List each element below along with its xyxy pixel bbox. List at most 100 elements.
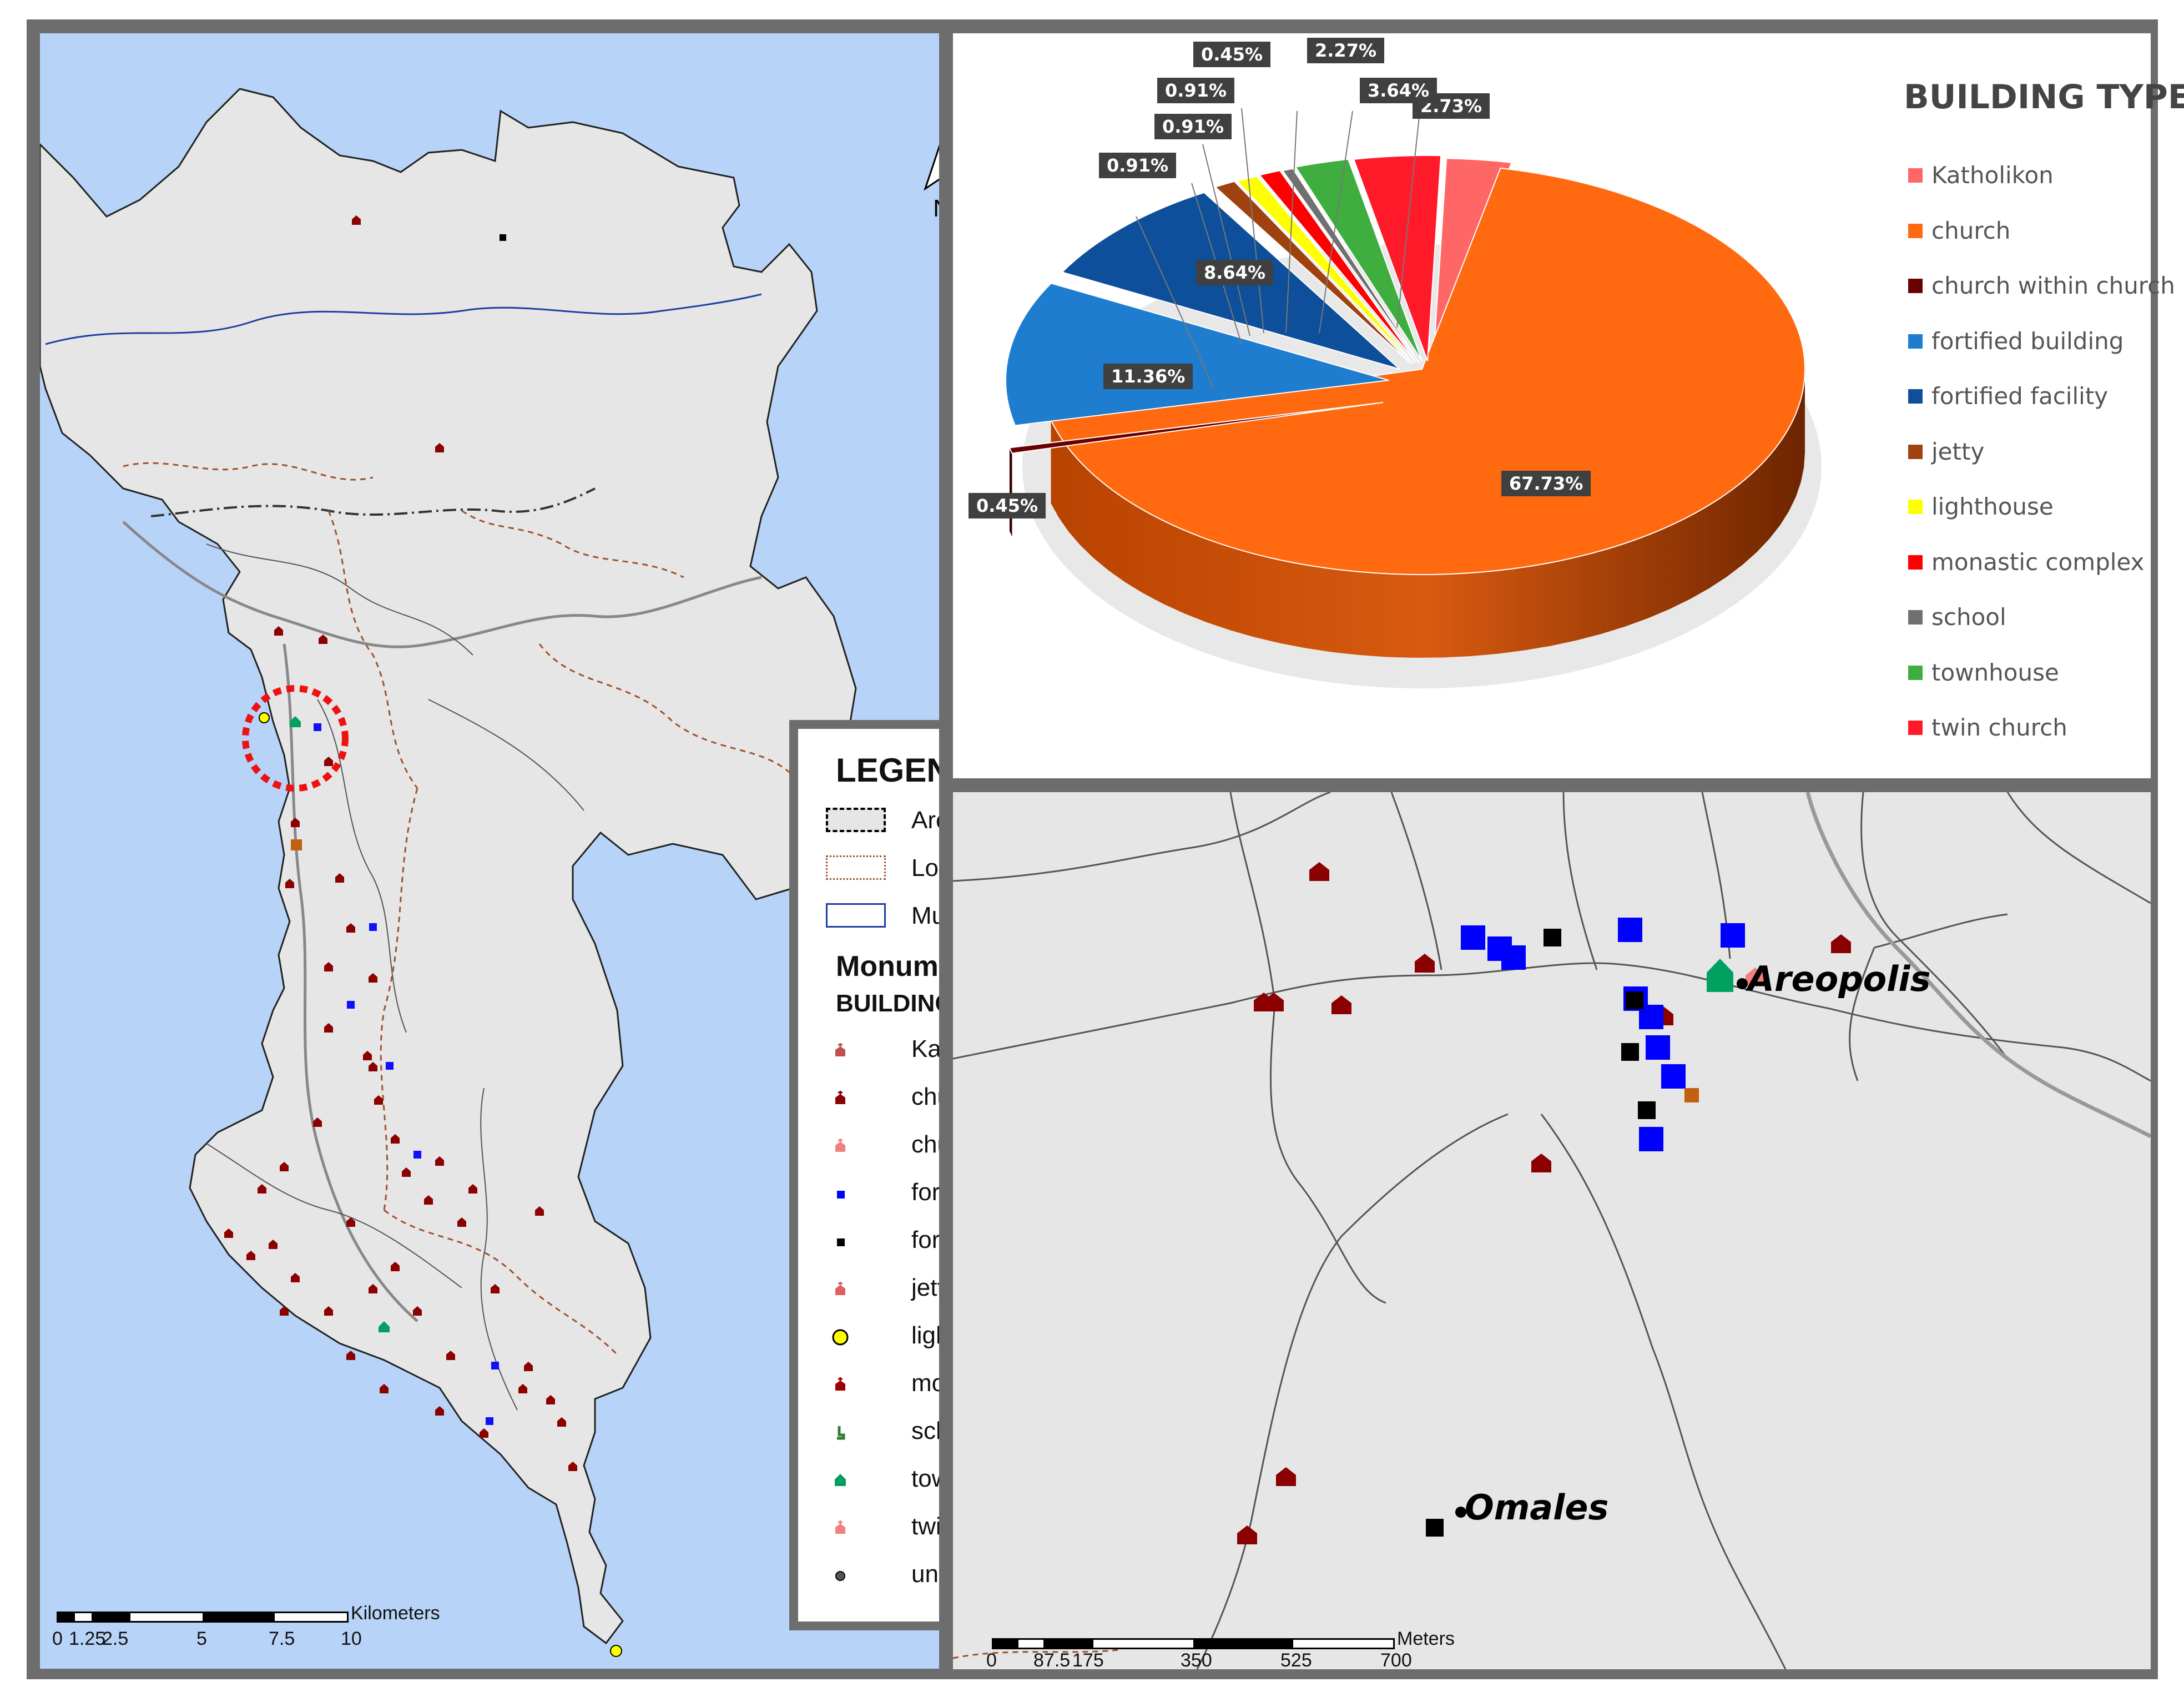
road (1390, 792, 1442, 970)
townhouse-marker (379, 1321, 390, 1332)
legend-row-katholikon: Katholikon (798, 1029, 939, 1073)
pie-slice-side (1051, 369, 1805, 658)
legend-label: Municipal boundaries (911, 902, 939, 929)
twin-church-icon (826, 1514, 888, 1543)
road (2006, 792, 2151, 904)
road (1196, 1113, 1509, 1669)
road (206, 543, 473, 656)
legend-row-lighthouse: lighthouse (798, 1315, 939, 1359)
legend-swatch (1908, 444, 1923, 459)
pie-data-label: 2.27% (1307, 38, 1385, 63)
pie-legend-title: BUILDING TYPE (1904, 78, 2184, 117)
pie-slice-church-within-church (1008, 402, 1384, 454)
legend-label: fortified building (911, 1179, 939, 1206)
inset-scale-bar: Meters (992, 1628, 1480, 1669)
fortified-building-marker (1639, 1127, 1663, 1151)
pie-legend-label: townhouse (1931, 658, 2059, 686)
fortified-facility-icon (826, 1227, 888, 1256)
road (1269, 1003, 1386, 1304)
legend-label: lighthouse (911, 1322, 939, 1349)
legend-row-townhouse: townhouse (798, 1458, 939, 1503)
road (1849, 947, 1875, 1081)
pie-chart-panel: 2.73% 67.73% 0.45% 11.36% 8.64% 0.91% 0.91% 0.9… (953, 33, 2151, 778)
fortified-building-marker (1721, 923, 1745, 948)
legend-row-area-of-study-dashdot: Area of study (798, 800, 939, 844)
church-icon (826, 1084, 888, 1113)
church-marker (1831, 934, 1851, 953)
local-unity-dotted-symbol (826, 855, 888, 884)
church-marker (535, 1206, 544, 1216)
local-unity-boundary (327, 510, 418, 789)
monastic-complex-icon (826, 1371, 888, 1399)
pie-data-label: 67.73% (1501, 471, 1591, 496)
scale-tick: 10 (341, 1628, 362, 1649)
fortified-building-marker (314, 723, 321, 731)
road (206, 1143, 462, 1288)
church-marker (424, 1195, 433, 1205)
scale-tick: 7.5 (269, 1628, 295, 1649)
pie-slice-fortified-building (1005, 283, 1389, 426)
road (428, 699, 584, 811)
scale-tick: 1.25 (69, 1628, 106, 1649)
church-marker (557, 1417, 566, 1427)
pie-legend-label: church within church (1931, 272, 2175, 299)
legend-label: fortified facility (911, 1226, 939, 1253)
main-map[interactable]: N Kilometers 0 1.252.5 5 7.5 10 LEGEND Area … (40, 33, 939, 1669)
lighthouse-icon (826, 1323, 888, 1352)
scale-tick: 0 (52, 1628, 63, 1649)
legend-label: unspecified (911, 1560, 939, 1588)
main-road (1805, 792, 2151, 1139)
leader-line (1241, 108, 1264, 334)
church-marker (413, 1306, 422, 1316)
fortified-building-marker (369, 923, 377, 931)
pie-leader-lines (1136, 108, 1420, 389)
church-marker (274, 626, 283, 636)
leader-line (1396, 116, 1420, 328)
building-type-heading: BUILDING TYPE (836, 990, 939, 1017)
legend-swatch (1908, 721, 1923, 735)
pie-slice-monastic-complex (1258, 170, 1417, 363)
fortified-building-marker (1661, 1064, 1686, 1089)
inset-monument-markers (1237, 862, 1851, 1544)
church-marker (285, 879, 294, 888)
church-marker (346, 1217, 355, 1227)
pie-data-label: 8.64% (1196, 260, 1274, 285)
pie-legend-label: school (1931, 603, 2006, 631)
leader-line (1319, 110, 1353, 334)
church-marker (402, 1167, 411, 1177)
fortified-building-marker (347, 1001, 355, 1009)
legend-row-school: school (798, 1411, 939, 1455)
fortified-building-marker (386, 1062, 394, 1070)
road (1860, 792, 2009, 1059)
church-marker (1331, 995, 1351, 1014)
fortified-building-marker (1501, 945, 1526, 970)
fortified-building-icon (826, 1180, 888, 1208)
inset-map-canvas (953, 792, 2151, 1669)
church-marker (291, 818, 300, 827)
church-marker (369, 1284, 377, 1293)
scale-tick: 350 (1181, 1650, 1212, 1669)
main-map-canvas (40, 88, 857, 1657)
church-marker (1264, 993, 1284, 1011)
legend-swatch (1908, 334, 1923, 349)
legend-label: twin church (911, 1513, 939, 1540)
omales-point (1455, 1507, 1466, 1518)
legend-row-municipal-solid: Municipal boundaries (798, 895, 939, 940)
fortified-facility-marker (1621, 1043, 1639, 1061)
pie-legend-label: jetty (1931, 437, 1985, 465)
inset-map[interactable]: Areopolis Omales Meters 0 87.5 175 350 525 70… (953, 792, 2151, 1669)
pie-slice-church (1050, 167, 1805, 575)
legend-row-monastic-complex: monastic complex (798, 1363, 939, 1407)
church-marker (457, 1217, 466, 1227)
church-marker (468, 1184, 477, 1194)
pie-legend-label: church (1931, 216, 2011, 244)
scale-tick: 700 (1380, 1650, 1412, 1669)
legend-swatch (1908, 279, 1923, 293)
legend-swatch (1908, 223, 1923, 238)
pie-legend-label: Katholikon (1931, 162, 2054, 189)
church-marker (346, 1351, 355, 1360)
church-marker (324, 1306, 333, 1316)
legend-label: Katholikon (911, 1035, 939, 1063)
pie-data-label: 0.91% (1099, 153, 1177, 178)
jetty-icon (826, 1275, 888, 1304)
